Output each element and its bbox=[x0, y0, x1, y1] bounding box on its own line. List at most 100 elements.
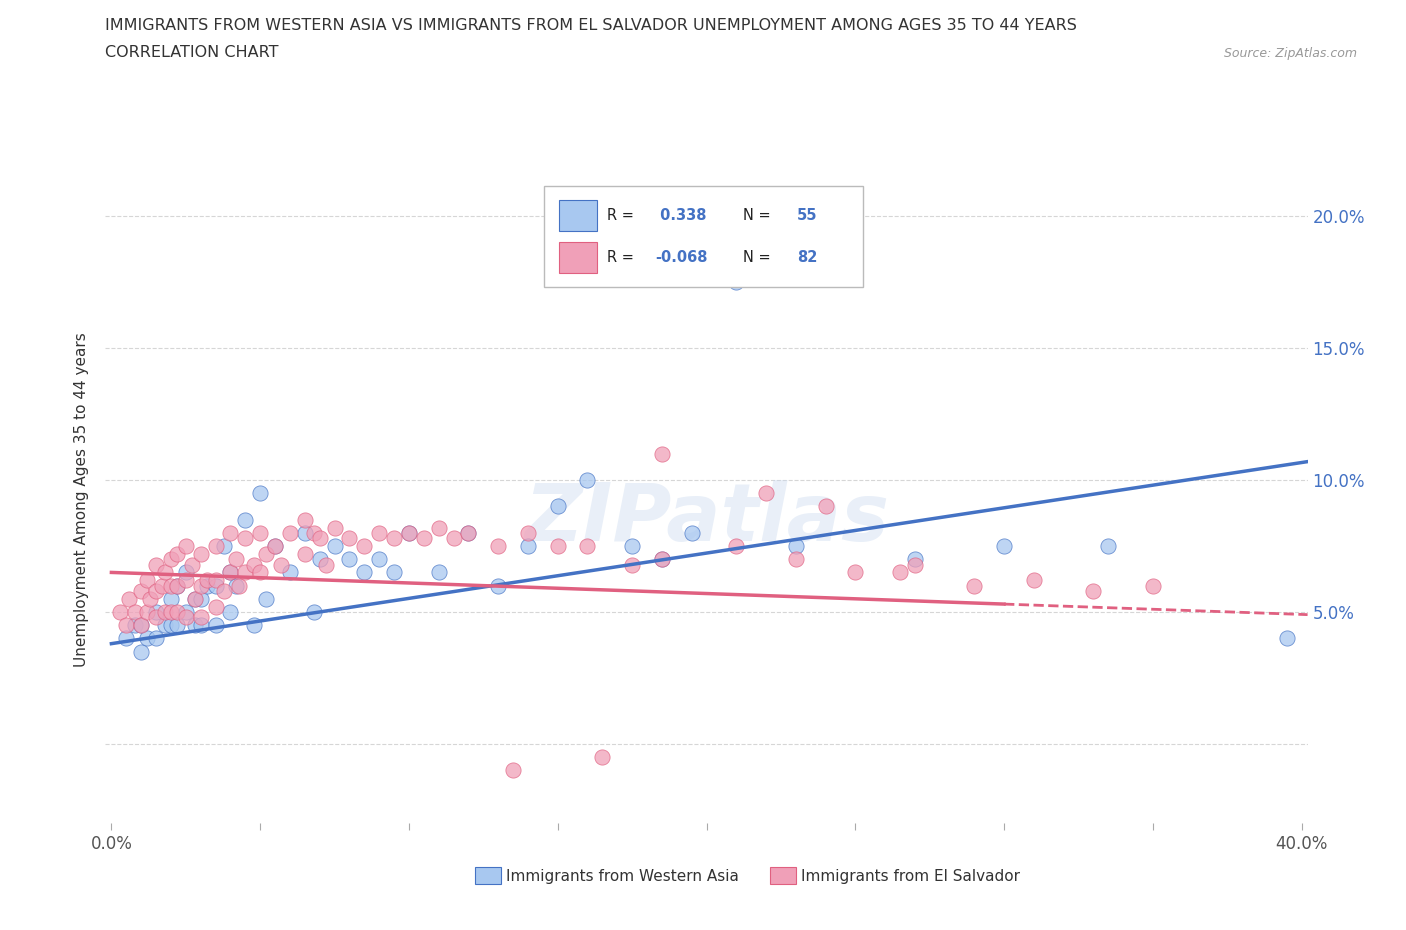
Point bbox=[124, 618, 146, 632]
Point bbox=[174, 565, 197, 580]
Point bbox=[174, 604, 197, 619]
Point bbox=[160, 578, 183, 593]
Point bbox=[353, 538, 375, 553]
Text: Source: ZipAtlas.com: Source: ZipAtlas.com bbox=[1223, 47, 1357, 60]
Point bbox=[725, 538, 748, 553]
Point bbox=[228, 578, 250, 593]
Point bbox=[110, 604, 132, 619]
Point bbox=[145, 583, 167, 598]
Point bbox=[323, 520, 346, 535]
Point bbox=[214, 538, 236, 553]
Point bbox=[576, 472, 599, 487]
Point bbox=[517, 525, 540, 540]
Y-axis label: Unemployment Among Ages 35 to 44 years: Unemployment Among Ages 35 to 44 years bbox=[75, 333, 90, 667]
Point bbox=[270, 557, 292, 572]
Point bbox=[814, 499, 837, 514]
Text: N =: N = bbox=[742, 208, 770, 223]
Point bbox=[160, 551, 183, 566]
Text: 0.338: 0.338 bbox=[655, 208, 706, 223]
Point bbox=[755, 485, 778, 500]
Point bbox=[382, 565, 405, 580]
Point bbox=[443, 531, 465, 546]
Point bbox=[136, 573, 159, 588]
Point bbox=[190, 547, 212, 562]
Point bbox=[136, 604, 159, 619]
Point bbox=[204, 538, 226, 553]
Point bbox=[517, 538, 540, 553]
Point bbox=[204, 618, 226, 632]
Point bbox=[219, 525, 242, 540]
Point bbox=[368, 551, 391, 566]
Point bbox=[398, 525, 420, 540]
Point bbox=[160, 618, 183, 632]
Point bbox=[166, 578, 188, 593]
Point bbox=[353, 565, 375, 580]
Point bbox=[889, 565, 911, 580]
Point bbox=[486, 538, 509, 553]
Point bbox=[204, 599, 226, 614]
Point bbox=[294, 525, 316, 540]
Point bbox=[254, 547, 277, 562]
Point bbox=[264, 538, 287, 553]
Point bbox=[904, 557, 927, 572]
Point bbox=[621, 538, 644, 553]
Point bbox=[129, 618, 152, 632]
Point bbox=[302, 525, 325, 540]
Point bbox=[174, 573, 197, 588]
Text: N =: N = bbox=[742, 250, 770, 265]
Text: CORRELATION CHART: CORRELATION CHART bbox=[105, 46, 278, 60]
Point bbox=[233, 531, 256, 546]
Text: Immigrants from El Salvador: Immigrants from El Salvador bbox=[801, 869, 1021, 883]
Point bbox=[183, 618, 205, 632]
Point bbox=[486, 578, 509, 593]
Text: ZIPatlas: ZIPatlas bbox=[524, 480, 889, 558]
Point bbox=[249, 485, 271, 500]
Point bbox=[145, 604, 167, 619]
Point bbox=[174, 538, 197, 553]
Text: 82: 82 bbox=[797, 250, 817, 265]
Point bbox=[233, 512, 256, 527]
Point bbox=[315, 557, 337, 572]
Point bbox=[1022, 573, 1045, 588]
Point bbox=[651, 551, 673, 566]
Point bbox=[190, 610, 212, 625]
Point bbox=[294, 547, 316, 562]
Point bbox=[1083, 583, 1105, 598]
Point bbox=[225, 578, 247, 593]
Point bbox=[576, 538, 599, 553]
Text: R =: R = bbox=[607, 208, 634, 223]
Point bbox=[339, 531, 361, 546]
Point bbox=[136, 631, 159, 645]
Point bbox=[129, 583, 152, 598]
Point bbox=[412, 531, 434, 546]
Text: IMMIGRANTS FROM WESTERN ASIA VS IMMIGRANTS FROM EL SALVADOR UNEMPLOYMENT AMONG A: IMMIGRANTS FROM WESTERN ASIA VS IMMIGRAN… bbox=[105, 18, 1077, 33]
Text: -0.068: -0.068 bbox=[655, 250, 707, 265]
Point bbox=[308, 531, 330, 546]
Point bbox=[308, 551, 330, 566]
Point bbox=[150, 578, 173, 593]
Point bbox=[214, 583, 236, 598]
Point bbox=[166, 578, 188, 593]
Point bbox=[993, 538, 1015, 553]
Point bbox=[1275, 631, 1298, 645]
Point bbox=[190, 618, 212, 632]
FancyBboxPatch shape bbox=[558, 200, 598, 231]
Text: 55: 55 bbox=[797, 208, 817, 223]
Point bbox=[115, 618, 138, 632]
Point bbox=[124, 604, 146, 619]
Point bbox=[427, 520, 450, 535]
Point bbox=[427, 565, 450, 580]
FancyBboxPatch shape bbox=[544, 186, 863, 286]
Point bbox=[249, 565, 271, 580]
Point bbox=[368, 525, 391, 540]
Point bbox=[243, 618, 266, 632]
Point bbox=[174, 610, 197, 625]
Point bbox=[591, 750, 613, 764]
Point bbox=[963, 578, 986, 593]
Point bbox=[651, 446, 673, 461]
Point bbox=[190, 578, 212, 593]
Point bbox=[1142, 578, 1164, 593]
Point bbox=[195, 578, 218, 593]
Point bbox=[243, 557, 266, 572]
Point bbox=[1097, 538, 1119, 553]
